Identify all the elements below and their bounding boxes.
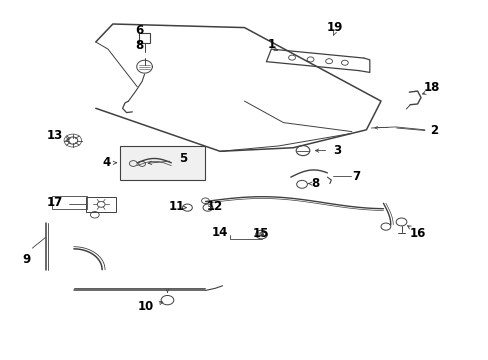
- Text: 4: 4: [102, 156, 111, 169]
- Text: 13: 13: [46, 129, 62, 142]
- Text: 3: 3: [332, 144, 341, 157]
- Text: 1: 1: [267, 38, 275, 51]
- Text: 14: 14: [211, 226, 228, 239]
- Text: 17: 17: [47, 196, 63, 209]
- Text: 8: 8: [310, 177, 319, 190]
- Text: 9: 9: [22, 253, 30, 266]
- Text: 10: 10: [138, 300, 154, 313]
- Text: 12: 12: [207, 201, 223, 213]
- Text: 7: 7: [352, 170, 360, 183]
- Bar: [120, 146, 205, 180]
- Text: 11: 11: [169, 201, 185, 213]
- Text: 15: 15: [252, 227, 268, 240]
- Bar: [139, 33, 150, 42]
- Text: 18: 18: [423, 81, 440, 94]
- Bar: [86, 197, 116, 212]
- Text: 5: 5: [179, 152, 187, 165]
- Text: 6: 6: [135, 24, 143, 37]
- Text: 8: 8: [135, 39, 143, 52]
- Text: 16: 16: [408, 226, 425, 239]
- Text: 2: 2: [429, 124, 437, 137]
- Bar: [52, 196, 87, 210]
- Text: 19: 19: [326, 21, 342, 34]
